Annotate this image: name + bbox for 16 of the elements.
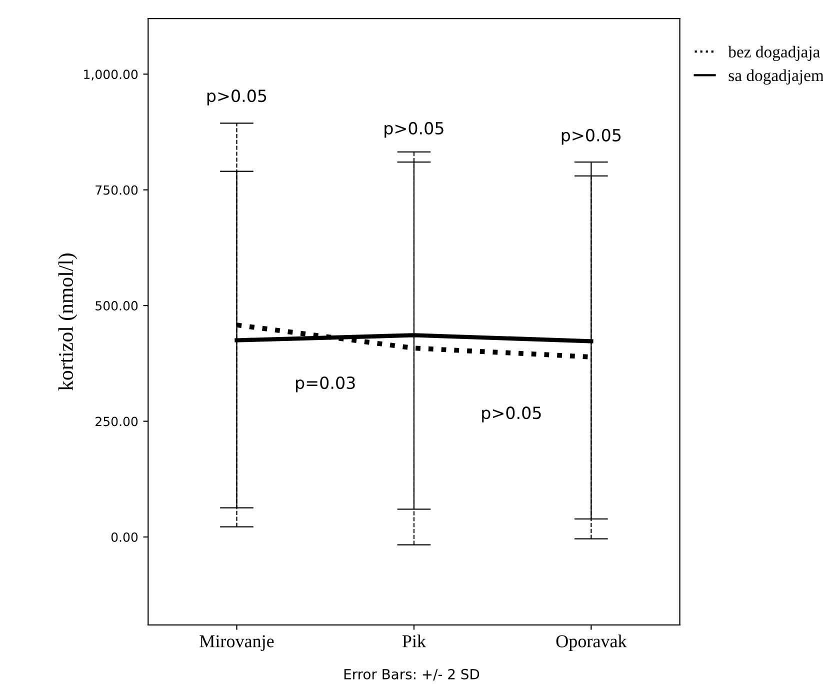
x-tick-label: Oporavak bbox=[556, 634, 627, 652]
annotation: p>0.05 bbox=[207, 90, 266, 106]
text: Error Bars: +/- 2 SD bbox=[344, 668, 480, 681]
x-tick-label: Pik bbox=[402, 634, 426, 648]
annotation: p>0.05 bbox=[562, 128, 621, 145]
y-tick-label: 250.00 bbox=[96, 416, 138, 426]
annotation: p=0.03 bbox=[296, 376, 355, 392]
y-tick-label: 500.00 bbox=[96, 301, 138, 310]
y-tick-label: 1,000.00 bbox=[84, 70, 138, 80]
annotation: p>0.05 bbox=[384, 122, 444, 138]
legend-label: bez dogadjaja bbox=[728, 46, 820, 61]
x-tick-label: Mirovanje bbox=[200, 635, 274, 652]
annotation: p>0.05 bbox=[482, 406, 541, 422]
y-tick-label: 750.00 bbox=[96, 185, 138, 195]
y-axis-title: kortizol (nmol/l) bbox=[58, 254, 78, 391]
y-tick-label: 0.00 bbox=[111, 532, 138, 542]
